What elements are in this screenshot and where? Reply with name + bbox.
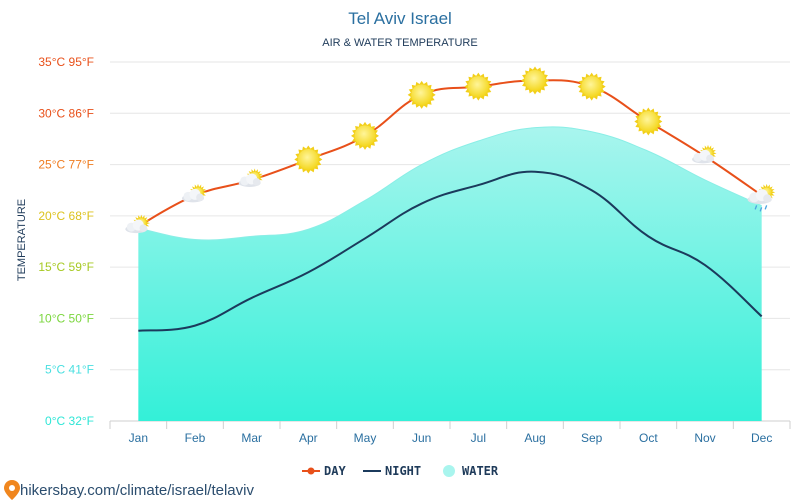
- cloud-shape: [747, 189, 772, 204]
- legend: DAY NIGHT WATER: [302, 464, 499, 478]
- x-tick-label: Dec: [751, 431, 772, 445]
- y-tick-label: 35°C 95°F: [38, 55, 94, 69]
- x-tick-label: Jul: [471, 431, 486, 445]
- x-tick-label: May: [354, 431, 377, 445]
- sun-disc: [637, 110, 659, 132]
- x-tick-label: Feb: [185, 431, 206, 445]
- sun-disc: [354, 125, 376, 147]
- y-tick-label: 15°C 59°F: [38, 260, 94, 274]
- source-url: hikersbay.com/climate/israel/telaviv: [20, 482, 254, 499]
- y-axis-ticks: 0°C 32°F 5°C 41°F 10°C 50°F 15°C 59°F 20°C 6…: [38, 55, 94, 428]
- x-axis-ticks: Jan Feb Mar Apr May Jun Jul Aug Sep Oct Nov Dec: [109, 421, 791, 445]
- partly-cloudy-icon: [692, 144, 717, 164]
- sun-icon: [407, 80, 436, 109]
- x-tick-label: Jun: [412, 431, 431, 445]
- sun-disc: [524, 69, 546, 91]
- sun-icon: [577, 72, 606, 101]
- legend-water-label: WATER: [462, 464, 499, 478]
- legend-item-water[interactable]: WATER: [443, 464, 499, 478]
- partly-cloudy-icon: [182, 183, 207, 203]
- water-edge: [138, 126, 762, 241]
- y-tick-label: 25°C 77°F: [38, 158, 94, 172]
- partly-cloudy-icon: [238, 168, 264, 187]
- cloud-rain-icon: [747, 183, 776, 212]
- partly-cloudy-icon: [125, 214, 150, 234]
- night-line: [138, 170, 763, 332]
- x-tick-label: Jan: [129, 431, 148, 445]
- cloud-shape: [238, 173, 261, 187]
- legend-item-night[interactable]: NIGHT: [363, 464, 421, 478]
- sun-icon: [351, 121, 379, 150]
- chart-subtitle: AIR & WATER TEMPERATURE: [322, 37, 477, 49]
- night-series: [138, 170, 763, 332]
- location-pin-icon: [4, 480, 20, 500]
- y-tick-label: 30°C 86°F: [38, 106, 94, 120]
- source-link[interactable]: hikersbay.com/climate/israel/telaviv: [4, 480, 254, 500]
- y-tick-label: 10°C 50°F: [38, 311, 94, 325]
- cloud-shape: [182, 188, 204, 203]
- sun-disc: [297, 148, 319, 170]
- sun-disc: [411, 84, 433, 106]
- rain-drop: [754, 205, 758, 210]
- sun-disc: [581, 76, 603, 98]
- x-tick-label: Mar: [241, 431, 262, 445]
- rain-drop: [764, 205, 768, 210]
- legend-item-day[interactable]: DAY: [302, 464, 346, 478]
- legend-day-marker: [307, 467, 315, 475]
- sun-disc: [467, 76, 489, 98]
- water-series: [138, 126, 762, 421]
- y-tick-label: 0°C 32°F: [45, 414, 94, 428]
- chart-title: Tel Aviv Israel: [348, 9, 452, 28]
- sun-icon: [464, 72, 493, 101]
- cloud-shape: [125, 219, 148, 234]
- y-tick-label: 20°C 68°F: [38, 209, 94, 223]
- sun-icon: [634, 107, 663, 136]
- x-tick-label: Apr: [299, 431, 318, 445]
- cloud-shape: [692, 149, 714, 164]
- x-tick-label: Oct: [639, 431, 658, 445]
- legend-night-label: NIGHT: [385, 464, 421, 478]
- legend-day-label: DAY: [324, 464, 346, 478]
- sun-icon: [294, 145, 323, 174]
- sun-icon: [521, 66, 549, 95]
- x-tick-label: Sep: [581, 431, 603, 445]
- rain-drop: [759, 207, 763, 212]
- x-tick-label: Aug: [524, 431, 545, 445]
- water-area: [138, 126, 762, 421]
- y-axis-label: TEMPERATURE: [16, 199, 28, 281]
- weather-icons: [125, 66, 776, 234]
- y-tick-label: 5°C 41°F: [45, 363, 94, 377]
- x-tick-label: Nov: [694, 431, 715, 445]
- legend-water-marker: [443, 465, 455, 477]
